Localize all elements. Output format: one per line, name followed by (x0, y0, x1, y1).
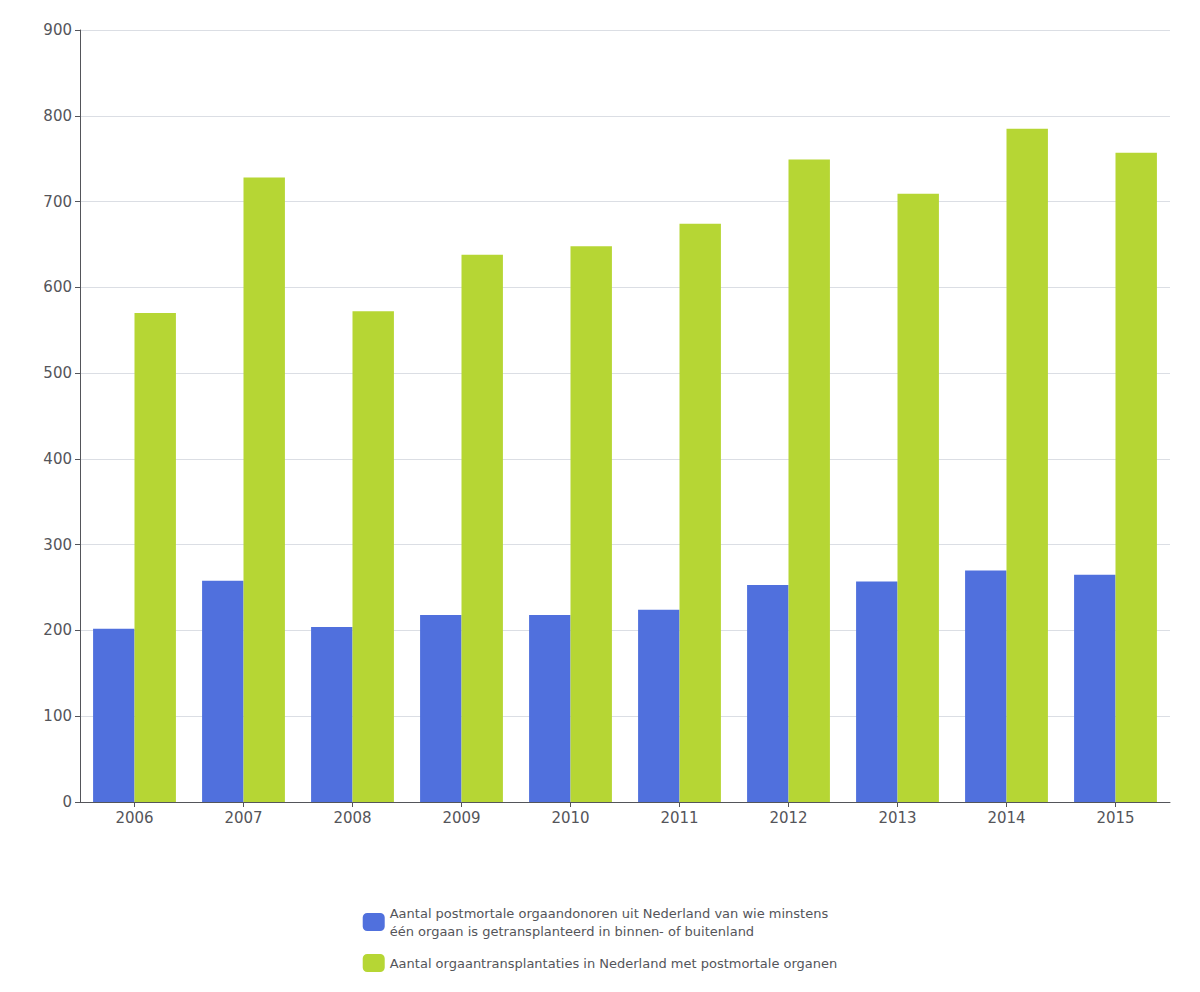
svg-text:Aantal orgaantransplantaties i: Aantal orgaantransplantaties in Nederlan… (390, 956, 838, 971)
svg-text:500: 500 (43, 364, 72, 382)
svg-text:Aantal postmortale orgaandonor: Aantal postmortale orgaandonoren uit Ned… (390, 906, 829, 921)
svg-text:2010: 2010 (551, 809, 589, 827)
svg-text:één orgaan is getransplanteerd: één orgaan is getransplanteerd in binnen… (390, 924, 754, 939)
svg-text:2012: 2012 (769, 809, 807, 827)
svg-text:2014: 2014 (987, 809, 1025, 827)
svg-text:600: 600 (43, 278, 72, 296)
svg-text:0: 0 (62, 793, 72, 811)
svg-text:100: 100 (43, 707, 72, 725)
svg-text:900: 900 (43, 21, 72, 39)
svg-text:700: 700 (43, 193, 72, 211)
svg-text:2009: 2009 (442, 809, 480, 827)
svg-text:2008: 2008 (333, 809, 371, 827)
svg-text:800: 800 (43, 107, 72, 125)
svg-text:300: 300 (43, 536, 72, 554)
svg-text:2006: 2006 (115, 809, 153, 827)
svg-text:2007: 2007 (224, 809, 262, 827)
svg-text:400: 400 (43, 450, 72, 468)
svg-text:2011: 2011 (660, 809, 698, 827)
svg-text:200: 200 (43, 621, 72, 639)
svg-text:2013: 2013 (878, 809, 916, 827)
svg-text:2015: 2015 (1096, 809, 1134, 827)
